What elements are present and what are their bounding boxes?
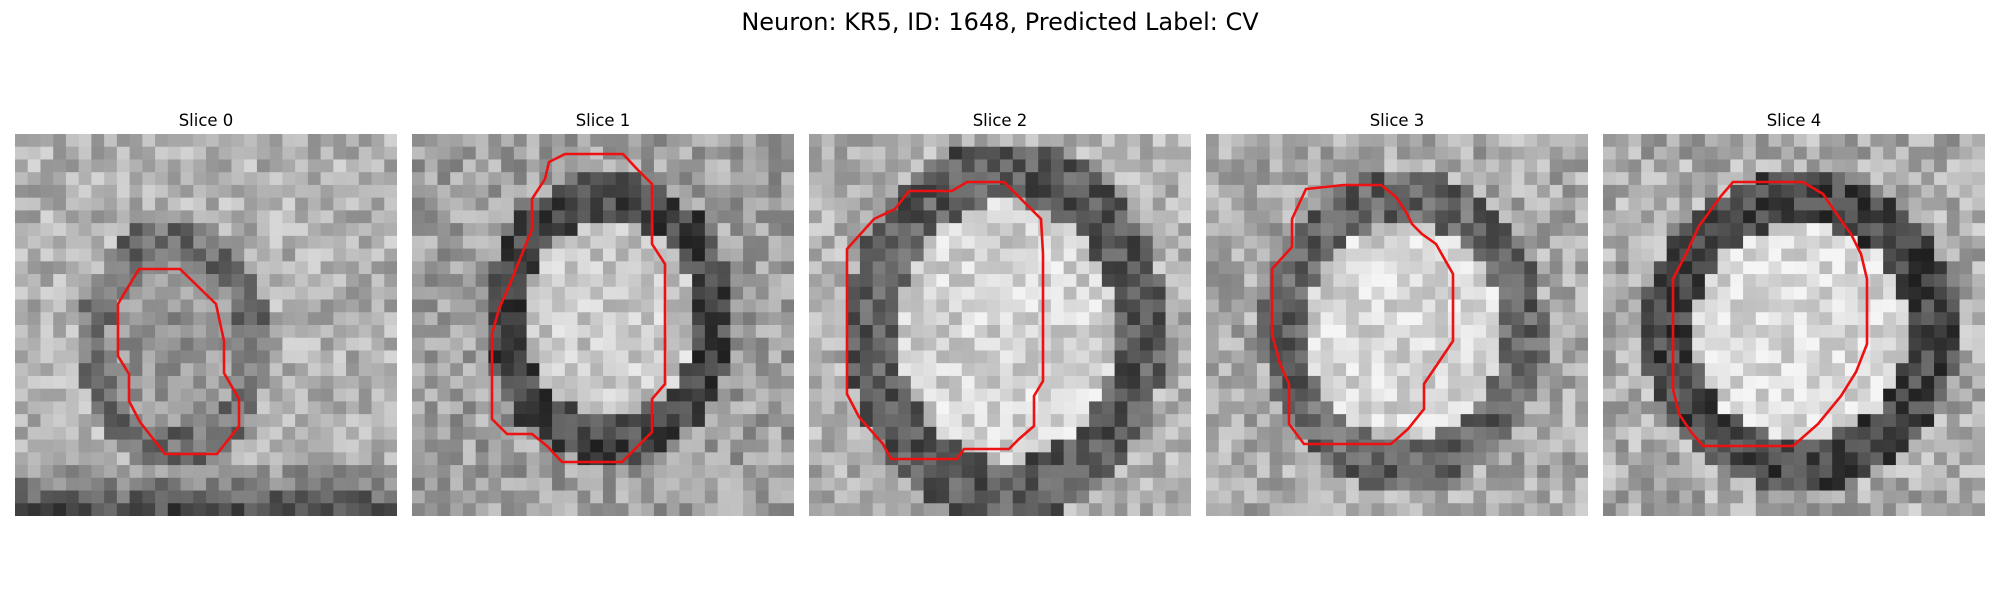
slice-image-3 — [1206, 134, 1588, 516]
slice-panel-4: Slice 4 — [1603, 109, 1985, 516]
slice-image-1 — [412, 134, 794, 516]
slice-image-2 — [809, 134, 1191, 516]
slice-panel-0: Slice 0 — [15, 109, 397, 516]
slice-title-0: Slice 0 — [15, 109, 397, 133]
slice-title-1: Slice 1 — [412, 109, 794, 133]
slice-panel-3: Slice 3 — [1206, 109, 1588, 516]
slice-panel-1: Slice 1 — [412, 109, 794, 516]
figure-title: Neuron: KR5, ID: 1648, Predicted Label: … — [0, 6, 2000, 38]
slice-title-4: Slice 4 — [1603, 109, 1985, 133]
slice-panel-2: Slice 2 — [809, 109, 1191, 516]
slice-title-2: Slice 2 — [809, 109, 1191, 133]
slice-title-3: Slice 3 — [1206, 109, 1588, 133]
slice-image-4 — [1603, 134, 1985, 516]
slice-image-0 — [15, 134, 397, 516]
